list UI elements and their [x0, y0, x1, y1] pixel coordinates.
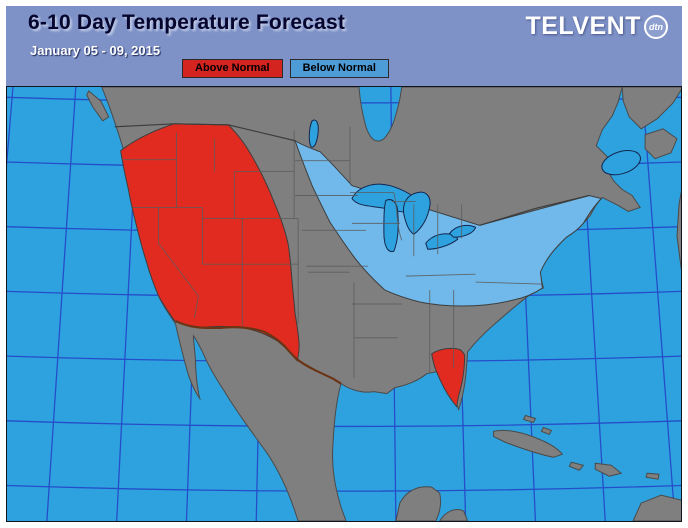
- page-title: 6-10 Day Temperature Forecast: [28, 11, 346, 34]
- yucatan: [395, 486, 441, 521]
- us-mexico-border: [175, 319, 342, 385]
- great-lakes: [308, 119, 641, 253]
- greenland-edge: [676, 190, 681, 271]
- header: 6-10 Day Temperature Forecast January 05…: [6, 6, 682, 86]
- lake-huron: [402, 191, 431, 235]
- puerto-rico: [645, 472, 660, 480]
- map-svg: [7, 87, 681, 521]
- labrador: [621, 87, 681, 130]
- brand-name: TELVENT: [525, 12, 641, 40]
- country-borders: [114, 123, 590, 385]
- honduras: [439, 509, 469, 521]
- frame: 6-10 Day Temperature Forecast January 05…: [6, 6, 682, 522]
- legend-below-normal: Below Normal: [289, 59, 389, 78]
- legend-above-normal: Above Normal: [182, 59, 283, 78]
- state-boundaries: [121, 126, 542, 378]
- lake-erie: [425, 233, 459, 250]
- forecast-date: January 05 - 09, 2015: [30, 43, 161, 58]
- vancouver-island: [86, 90, 110, 122]
- hispaniola: [594, 462, 623, 477]
- bahamas: [522, 414, 553, 436]
- us-canada-border: [114, 123, 590, 226]
- lake-winnipeg: [308, 119, 319, 148]
- dtn-badge-icon: dtn: [644, 14, 668, 39]
- legend: Above Normal Below Normal: [182, 59, 389, 78]
- telvent-logo: TELVENT dtn: [525, 12, 668, 41]
- cuba: [493, 429, 564, 458]
- above-normal-regions: [120, 123, 466, 408]
- jamaica: [568, 461, 585, 471]
- south-america: [632, 494, 681, 521]
- lake-ontario: [449, 224, 477, 238]
- forecast-map: [6, 86, 682, 522]
- newfoundland: [644, 128, 678, 160]
- below-normal-region: [294, 139, 603, 307]
- gulf-of-st-lawrence: [601, 150, 641, 176]
